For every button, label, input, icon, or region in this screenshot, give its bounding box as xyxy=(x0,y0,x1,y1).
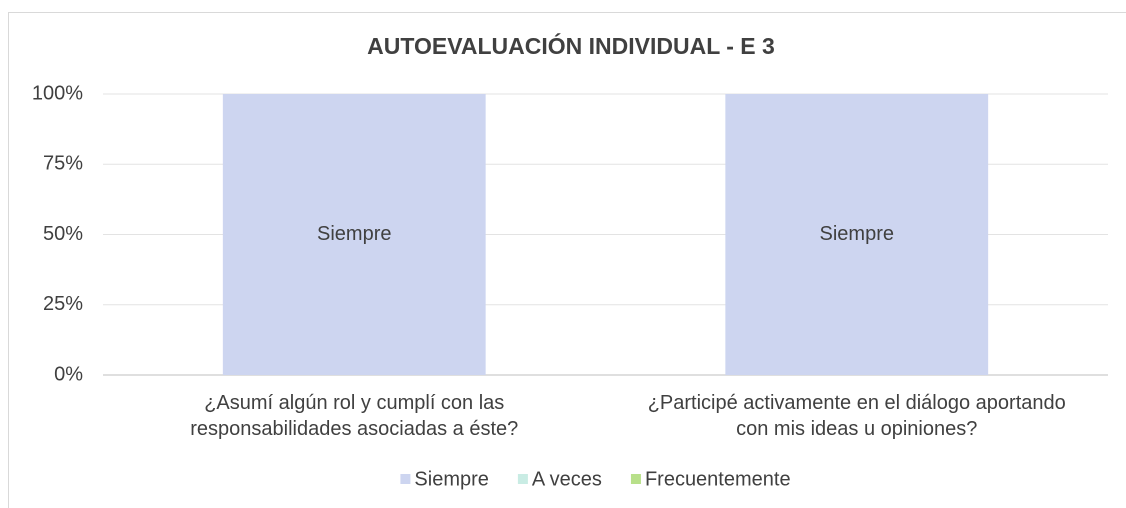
y-tick-label: 50% xyxy=(43,223,83,245)
x-tick-label: ¿Participé activamente en el diálogo apo… xyxy=(647,392,1066,440)
legend-label: Frecuentemente xyxy=(645,468,791,490)
chart-border xyxy=(8,12,1126,508)
chart-title: AUTOEVALUACIÓN INDIVIDUAL - E 3 xyxy=(367,32,775,59)
bar-segment xyxy=(222,94,486,375)
data-label: Siempre xyxy=(820,223,894,245)
legend-swatch xyxy=(517,474,528,484)
y-tick-label: 25% xyxy=(43,293,83,315)
bar-segment xyxy=(725,94,989,375)
y-tick-label: 0% xyxy=(54,363,83,385)
data-label: Siempre xyxy=(317,223,391,245)
legend-swatch xyxy=(400,474,411,484)
y-tick-label: 100% xyxy=(32,82,83,104)
y-tick-label: 75% xyxy=(43,153,83,175)
x-tick-label: ¿Asumí algún rol y cumplí con las respon… xyxy=(190,392,519,440)
legend-label: Siempre xyxy=(414,468,488,490)
legend-swatch xyxy=(630,474,641,484)
legend-label: A veces xyxy=(532,468,602,490)
